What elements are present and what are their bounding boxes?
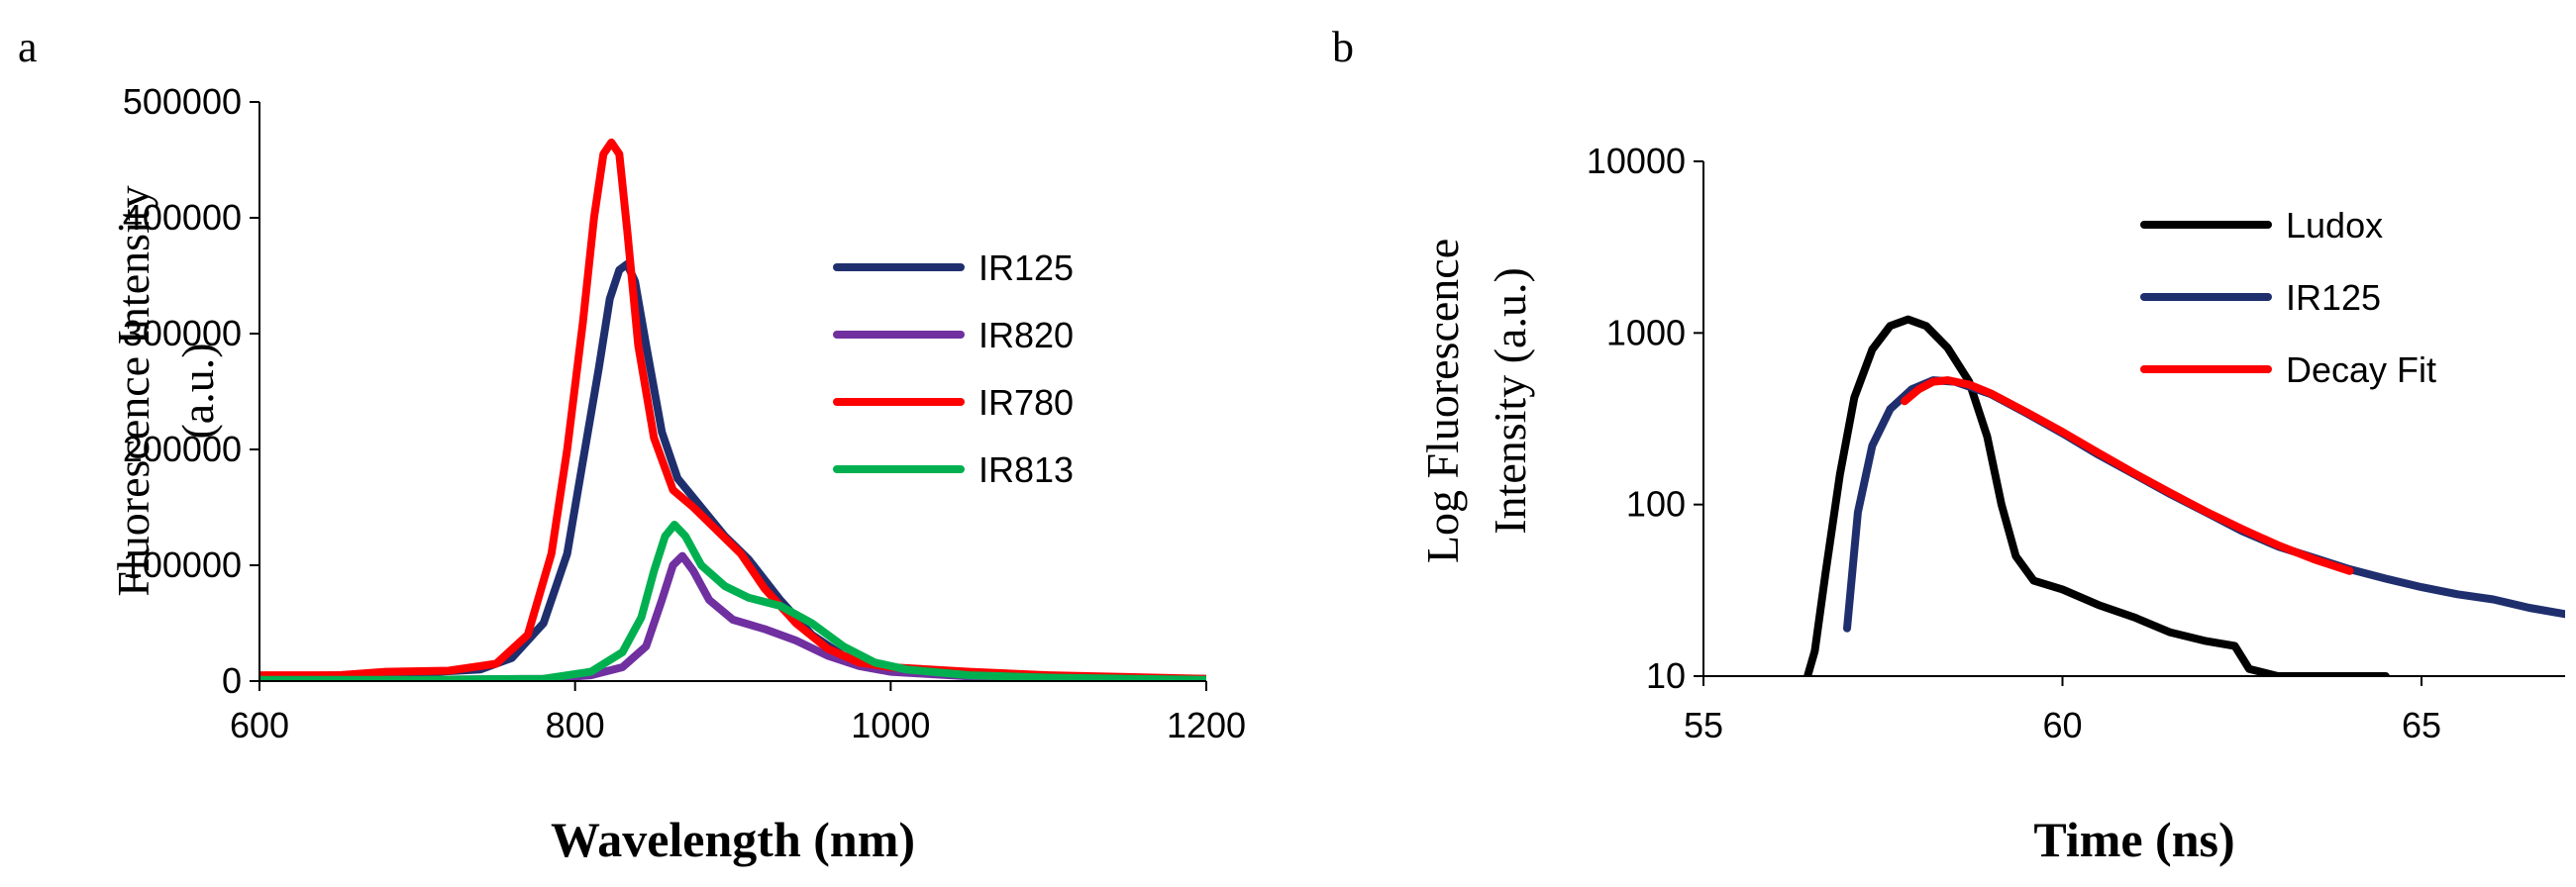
panel-a-y-ticks: 0 100000 200000 300000 400000 500000 <box>123 81 259 701</box>
panel-a-x-ticks: 600 800 1000 1200 <box>230 681 1246 745</box>
panel-b-y-tick-label: 1000 <box>1606 312 1686 352</box>
panel-a-y-tick-label: 0 <box>222 660 242 701</box>
panel-b-series-group <box>1803 315 2565 676</box>
panel-b-y-ticks: 10 100 1000 10000 <box>1587 141 1703 696</box>
panel-b-y-axis-title-line1: Log Fluorescence <box>1417 239 1468 563</box>
panel-a-series-ir820 <box>259 551 1206 681</box>
panel-b-letter: b <box>1332 23 1354 71</box>
panel-a-y-tick-label: 500000 <box>123 81 242 122</box>
panel-a-legend-label: IR813 <box>979 449 1074 490</box>
panel-b-y-tick-label: 100 <box>1626 484 1686 525</box>
panel-b-x-axis-title: Time (ns) <box>2033 812 2234 867</box>
panel-a-chart: 0 100000 200000 300000 400000 500000 600 800 10… <box>108 81 1246 867</box>
panel-b-y-tick-label: 10 <box>1646 655 1686 696</box>
panel-a-y-tick-label: 100000 <box>123 544 242 585</box>
panel-b-series-ludox <box>1803 315 2390 676</box>
panel-a-series-ir813 <box>259 521 1206 681</box>
panel-a-axes <box>258 102 1206 682</box>
panel-b-legend-label: Ludox <box>2286 205 2383 246</box>
panel-b-series-decay-fit <box>1901 376 2354 575</box>
panel-b-legend-label: Decay Fit <box>2286 349 2436 390</box>
panel-a-y-tick-label: 200000 <box>123 429 242 469</box>
panel-a-x-tick-label: 800 <box>546 705 605 745</box>
panel-b-axes <box>1702 161 2565 677</box>
panel-b-y-axis-title-line2: Intensity (a.u.) <box>1485 267 1535 535</box>
panel-a-legend: IR125 IR820 IR780 IR813 <box>833 247 1074 490</box>
panel-a-y-tick-label: 300000 <box>123 313 242 353</box>
panel-a-series-group <box>259 138 1206 681</box>
panel-b-series-ir125 <box>1843 376 2565 633</box>
panel-b-legend-label: IR125 <box>2286 277 2381 318</box>
panel-a-x-axis-title: Wavelength (nm) <box>551 812 915 867</box>
panel-a-series-ir780 <box>259 138 1206 681</box>
panel-b-x-tick-label: 55 <box>1684 705 1723 745</box>
panel-a-legend-label: IR780 <box>979 382 1074 423</box>
panel-b-y-tick-label: 10000 <box>1587 141 1686 181</box>
panel-a-legend-label: IR820 <box>979 315 1074 355</box>
panel-b-x-tick-label: 60 <box>2042 705 2082 745</box>
panel-a-y-axis-title-line1: Fluorescence Intensity <box>108 185 158 596</box>
panel-a-legend-label: IR125 <box>979 247 1074 288</box>
panel-b-x-tick-label: 65 <box>2402 705 2441 745</box>
panel-a-x-tick-label: 1000 <box>851 705 930 745</box>
panel-a-x-tick-label: 600 <box>230 705 289 745</box>
panel-a-y-tick-label: 400000 <box>123 197 242 238</box>
panel-a-letter: a <box>18 23 38 71</box>
panel-b-x-ticks: 55 60 65 <box>1684 676 2441 745</box>
panel-b-chart: 10 100 1000 10000 55 60 65 Ludox IR125 Decay Fi… <box>1417 141 2565 867</box>
panel-b-legend: Ludox IR125 Decay Fit <box>2140 205 2436 390</box>
panel-a-x-tick-label: 1200 <box>1167 705 1246 745</box>
panel-a-y-axis-title-line2: (a.u.) <box>172 343 223 439</box>
